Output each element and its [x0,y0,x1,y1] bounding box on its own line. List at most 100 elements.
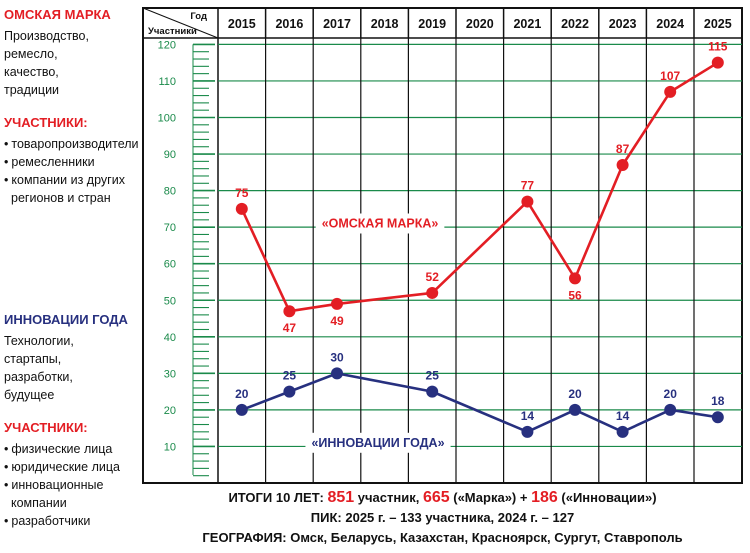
brand-participant-item: компании из других [4,171,144,189]
data-point [711,411,724,424]
data-point [521,425,534,438]
x-tick-label: 2019 [418,17,446,31]
footer-mid1: участник, [354,490,423,505]
data-point [426,286,439,299]
series-labels: «ОМСКАЯ МАРКА» «ИННОВАЦИИ ГОДА» [305,213,451,453]
y-tick-label: 120 [158,39,176,51]
data-point [331,367,343,380]
y-tick-label: 90 [164,149,176,161]
x-tick-label: 2024 [656,17,684,31]
x-tick-label: 2018 [371,17,399,31]
data-point [283,385,296,398]
y-tick-labels: 10 20 30 40 50 60 70 80 90 100 110 120 [158,39,176,453]
innov-participant-item: юридические лица [4,458,144,476]
x-tick-label: 2022 [561,17,589,31]
footer-total: 851 [327,489,355,506]
series-name-label: «ИННОВАЦИИ ГОДА» [311,436,444,450]
data-point [235,403,248,416]
data-point [569,272,581,285]
year-header: Год Участники 2015 2016 2017 2018 2019 2020 20… [148,11,732,37]
x-tick-label: 2015 [228,17,256,31]
x-tick-label: 2017 [323,17,351,31]
y-tick-label: 20 [164,405,176,417]
data-point [664,403,677,416]
data-label: 77 [521,179,535,193]
brand-desc-line: качество, [4,65,59,79]
innov-desc-line: разработки, [4,370,73,384]
brand-title: ОМСКАЯ МАРКА [4,7,111,22]
data-point [426,385,439,398]
footer-prefix: ИТОГИ 10 ЛЕТ: [228,490,328,505]
footer-brand-total: 665 [422,489,450,506]
y-tick-label: 60 [164,259,176,271]
data-label: 20 [235,387,249,401]
data-point [521,195,534,208]
x-tick-label: 2023 [609,17,637,31]
innov-participant-item: инновационные [4,476,144,494]
innov-desc-line: стартапы, [4,352,62,366]
data-point [616,425,629,438]
y-tick-label: 10 [164,441,176,453]
footer-geography: ГЕОГРАФИЯ: Омск, Беларусь, Казахстан, Кр… [202,530,683,545]
data-label: 52 [426,270,440,284]
footer-mid2: («Марка») + [449,490,532,505]
innov-participant-item: физические лица [4,440,144,458]
data-label: 107 [660,69,680,83]
header-corner-participants: Участники [148,26,197,37]
y-axis-ruler [192,43,215,477]
x-tick-label: 2016 [275,17,303,31]
data-label: 30 [330,350,344,364]
footer-innov-total: 186 [531,489,558,506]
brand-desc-line: традиции [4,83,60,97]
innov-participants-title: УЧАСТНИКИ: [4,420,88,435]
y-tick-label: 80 [164,186,176,198]
series-name-label: «ОМСКАЯ МАРКА» [322,216,439,230]
y-tick-label: 100 [158,113,176,125]
y-tick-label: 70 [164,222,176,234]
y-tick-label: 30 [164,368,176,380]
brand-participants-title: УЧАСТНИКИ: [4,115,88,130]
chart-border [142,7,743,484]
chart-grid [218,8,742,483]
data-label: 47 [283,321,297,335]
innov-participant-item: компании [11,496,67,510]
chart-frame [142,7,743,484]
innov-participant-item: разработчики [4,512,144,530]
footer-peak: ПИК: 2025 г. – 133 участника, 2024 г. – … [310,510,575,525]
data-label: 14 [616,409,630,423]
brand-block: ОМСКАЯ МАРКА Производство, ремесло, каче… [4,7,144,207]
x-tick-label: 2020 [466,17,494,31]
data-point [711,56,724,69]
chart-series: 75 47 49 52 77 56 87 107 115 20 25 30 25 14 20 14 20 18 [235,40,728,438]
data-label: 25 [283,369,297,383]
innov-title: ИННОВАЦИИ ГОДА [4,312,128,327]
y-tick-label: 40 [164,332,176,344]
data-label: 56 [568,288,582,302]
x-tick-label: 2025 [704,17,732,31]
data-point [235,202,248,215]
y-tick-label: 110 [158,76,176,88]
innov-desc-line: будущее [4,388,55,402]
data-point [569,403,581,416]
data-label: 115 [708,40,728,54]
brand-participant-item: товаропроизводители [4,135,144,153]
data-point [664,85,677,98]
data-label: 20 [568,387,582,401]
series-name-label-bg [315,213,445,234]
footer-totals: ИТОГИ 10 ЛЕТ: 851 участник, 665 («Марка»… [145,489,740,507]
data-label: 75 [235,186,249,200]
data-label: 25 [426,369,440,383]
corner-diagonal [142,7,219,39]
data-label: 14 [521,409,535,423]
y-tick-label: 50 [164,295,176,307]
data-label: 18 [711,394,725,408]
brand-participant-item: ремесленники [4,153,144,171]
data-point [616,159,629,172]
brand-desc-line: Производство, [4,29,89,43]
x-tick-label: 2021 [513,17,541,31]
header-corner-year: Год [190,11,207,22]
series-name-label-bg [305,432,451,453]
brand-participant-item: регионов и стран [11,191,111,205]
data-label: 49 [330,314,344,328]
